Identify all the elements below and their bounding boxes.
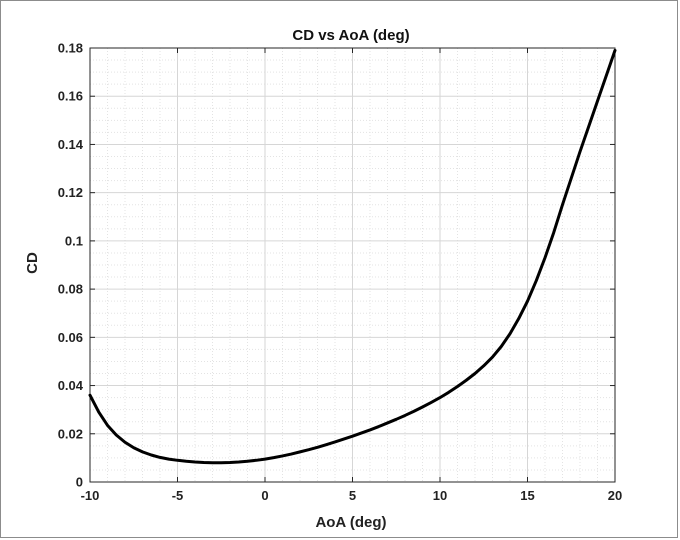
x-tick-label: 10 (433, 488, 447, 503)
y-axis-title: CD (24, 252, 41, 274)
x-tick-label: -10 (81, 488, 100, 503)
y-tick-label: 0.02 (58, 426, 83, 441)
x-tick-label: 0 (261, 488, 268, 503)
tick-marks (89, 47, 616, 483)
y-tick-label: 0.04 (58, 378, 84, 393)
major-grid (90, 48, 615, 482)
series-layer (88, 48, 617, 465)
x-tick-label: 5 (349, 488, 356, 503)
y-tick-label: 0.08 (58, 282, 83, 297)
y-tick-labels: 0 0.02 0.04 0.06 0.08 0.1 0.12 0.14 0.16 0.18 (58, 41, 84, 490)
y-tick-label: 0.06 (58, 330, 83, 345)
y-tick-label: 0 (76, 475, 83, 490)
y-tick-label: 0.1 (65, 233, 83, 248)
chart-title: CD vs AoA (deg) (292, 27, 409, 44)
y-tick-label: 0.14 (58, 137, 84, 152)
y-tick-label: 0.16 (58, 89, 83, 104)
x-axis-title: AoA (deg) (315, 514, 386, 531)
x-tick-labels: -10 -5 0 5 10 15 20 (81, 488, 623, 503)
x-tick-label: -5 (172, 488, 184, 503)
cd-curve (88, 48, 617, 465)
x-tick-label: 15 (520, 488, 534, 503)
y-tick-label: 0.18 (58, 41, 83, 56)
x-tick-label: 20 (608, 488, 622, 503)
y-tick-label: 0.12 (58, 185, 83, 200)
